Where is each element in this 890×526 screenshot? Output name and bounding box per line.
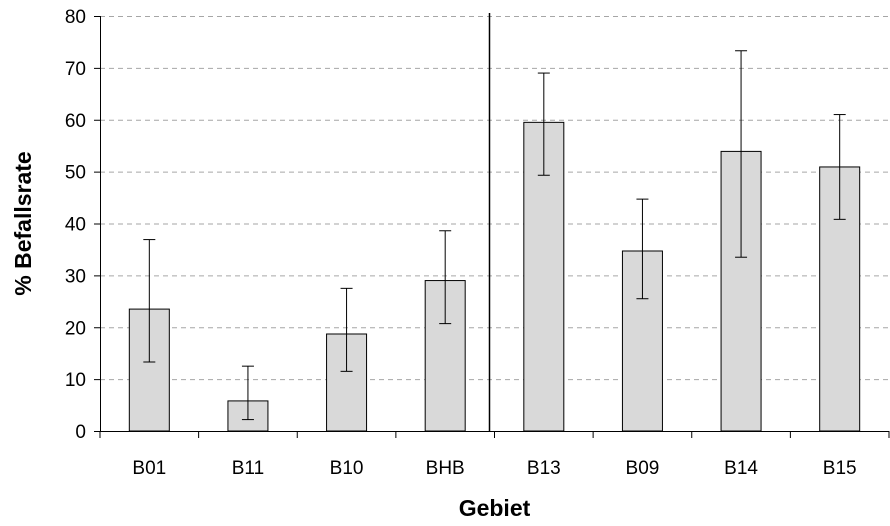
error-bar-B10 <box>340 287 353 372</box>
axes <box>94 13 890 438</box>
y-tick-label-10: 10 <box>65 370 86 391</box>
y-tick-label-20: 20 <box>65 318 86 339</box>
x-tick-label-B14: B14 <box>724 458 758 479</box>
y-tick-label-30: 30 <box>65 266 86 287</box>
y-tick-label-0: 0 <box>75 422 86 443</box>
error-bar-B11 <box>241 365 254 421</box>
x-axis-title: Gebiet <box>459 495 531 521</box>
error-bar-B15 <box>833 114 846 220</box>
x-tick-label-B01: B01 <box>132 458 166 479</box>
x-tick-label-B15: B15 <box>823 458 857 479</box>
x-tick-label-B09: B09 <box>626 458 660 479</box>
error-bar-B09 <box>636 198 649 300</box>
error-bar-B01 <box>143 239 156 363</box>
y-tick-label-80: 80 <box>65 7 86 28</box>
x-tick-label-BHB: BHB <box>426 458 465 479</box>
y-tick-label-40: 40 <box>65 215 86 236</box>
gridlines <box>100 16 889 381</box>
error-bar-B14 <box>735 50 748 258</box>
x-tick-label-B10: B10 <box>330 458 364 479</box>
y-tick-label-60: 60 <box>65 111 86 132</box>
bars <box>128 50 861 432</box>
y-axis-title: % Befallsrate <box>10 151 36 295</box>
x-tick-label-B13: B13 <box>527 458 561 479</box>
y-tick-label-50: 50 <box>65 163 86 184</box>
error-bar-BHB <box>439 230 452 325</box>
x-tick-label-B11: B11 <box>232 458 264 479</box>
tick-labels: 0 10 20 30 40 50 60 70 80 B01 B11 B10 BHB B13 B09 B14 B1… <box>65 7 857 479</box>
error-bar-B13 <box>537 72 550 176</box>
y-tick-label-70: 70 <box>65 59 86 80</box>
